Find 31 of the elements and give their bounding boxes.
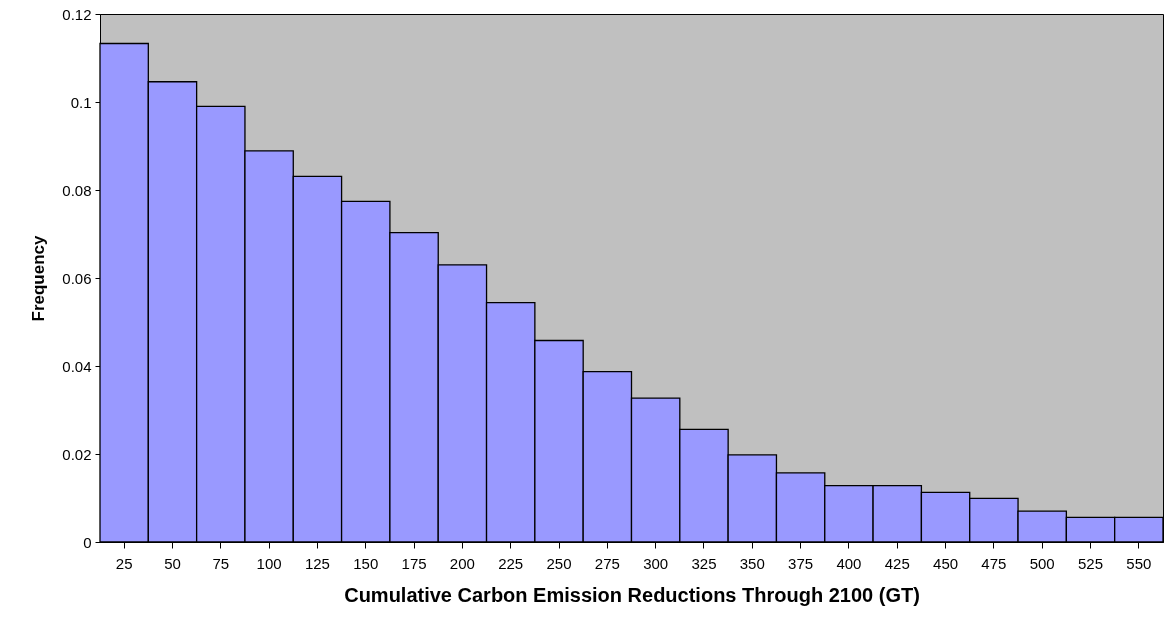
- x-tick-label: 425: [884, 554, 910, 572]
- x-tick-label: 300: [643, 554, 669, 572]
- x-tick-label: 100: [256, 554, 282, 572]
- x-tick-label: 275: [594, 554, 620, 572]
- x-tick-label: 75: [212, 554, 230, 572]
- x-tick-label: 400: [836, 554, 862, 572]
- x-tick-label: 525: [1078, 554, 1104, 572]
- x-tick-label: 475: [981, 554, 1007, 572]
- x-tick-label: 225: [498, 554, 524, 572]
- x-tick-label: 325: [691, 554, 717, 572]
- x-tick-label: 175: [401, 554, 427, 572]
- y-tick-label: 0.1: [70, 93, 92, 111]
- y-tick-label: 0.04: [62, 357, 92, 375]
- x-axis-title: Cumulative Carbon Emission Reductions Through 2100 (GT): [344, 583, 920, 606]
- x-tick-label: 125: [304, 554, 330, 572]
- y-tick-label: 0.02: [62, 445, 92, 463]
- x-tick-label: 500: [1029, 554, 1055, 572]
- y-axis-title: Frequency: [29, 234, 49, 322]
- y-tick-label: 0.08: [62, 181, 92, 199]
- y-tick-label: 0.06: [62, 269, 92, 287]
- x-tick-label: 150: [353, 554, 379, 572]
- x-tick-label: 200: [449, 554, 475, 572]
- y-tick-label: 0.12: [62, 5, 92, 23]
- x-tick-label: 25: [115, 554, 133, 572]
- x-tick-label: 375: [788, 554, 814, 572]
- x-tick-label: 550: [1126, 554, 1152, 572]
- x-tick-label: 50: [164, 554, 181, 572]
- x-tick-label: 450: [933, 554, 959, 572]
- x-tick-label: 250: [546, 554, 572, 572]
- y-tick-label: 0: [83, 533, 92, 551]
- x-tick-label: 350: [739, 554, 765, 572]
